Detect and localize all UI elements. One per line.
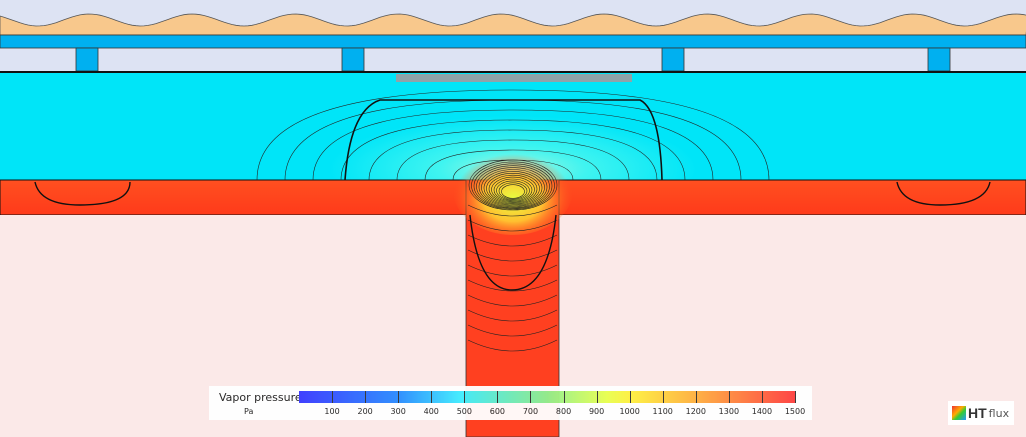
counter-batten <box>341 47 365 72</box>
scale-tick <box>761 391 763 403</box>
isoline <box>476 165 550 208</box>
isoline <box>486 173 540 205</box>
scale-tick-label: 300 <box>390 407 406 416</box>
scale-tick-label: 800 <box>555 407 572 416</box>
logo-text-flux: flux <box>988 406 1010 420</box>
scale-tick <box>497 391 499 403</box>
scale-tick <box>728 391 730 403</box>
scale-tick <box>365 391 367 403</box>
isoline <box>312 109 714 181</box>
isoline <box>498 182 528 200</box>
isoline-bold-right <box>896 181 991 206</box>
isoline-bold-left <box>34 181 131 206</box>
scale-tick <box>695 391 697 403</box>
scale-tick <box>332 391 334 403</box>
isoline <box>340 119 686 181</box>
counter-batten <box>75 47 99 72</box>
isoline <box>478 167 548 207</box>
isoline <box>467 339 558 352</box>
color-scale-bar <box>299 391 796 403</box>
logo-mark-icon <box>952 406 966 420</box>
scale-tick-label: 400 <box>423 407 439 416</box>
legend-unit: Pa <box>244 407 254 416</box>
isoline <box>467 279 558 292</box>
isoline <box>488 174 538 204</box>
scale-tick-label: 900 <box>588 407 605 416</box>
scale-tick <box>398 391 400 403</box>
scale-tick <box>795 391 796 403</box>
isoline-bold-column <box>469 214 557 291</box>
legend-title: Vapor pressure <box>219 391 302 404</box>
isoline <box>481 169 545 206</box>
scale-tick-label: 1300 <box>718 407 740 416</box>
logo-text-ht: HT <box>968 405 987 421</box>
scale-tick <box>431 391 433 403</box>
scale-tick-label: 1400 <box>751 407 773 416</box>
isoline-bold <box>344 99 663 181</box>
scale-tick-label: 100 <box>324 407 340 416</box>
scale-tick <box>563 391 565 403</box>
isoline <box>471 161 555 210</box>
isoline <box>467 264 558 277</box>
scale-tick-label: 1200 <box>685 407 706 416</box>
scale-tick-label: 500 <box>456 407 472 416</box>
high-pressure-zone <box>453 145 573 235</box>
scale-tick <box>530 391 532 403</box>
scale-tick-label: 1100 <box>652 407 673 416</box>
scale-tick-label: 700 <box>522 407 539 416</box>
color-legend: Vapor pressure Pa 100 200 300 400 500 600 700 8… <box>209 386 812 420</box>
isoline <box>396 139 630 181</box>
htflux-logo: HT flux <box>948 401 1014 425</box>
scale-tick <box>596 391 598 403</box>
membrane-line <box>0 71 1026 73</box>
scale-tick-label: 1000 <box>619 407 640 416</box>
scale-tick <box>662 391 664 403</box>
isoline <box>483 171 543 205</box>
counter-batten <box>661 47 685 72</box>
isoline <box>467 204 558 217</box>
scale-tick <box>464 391 466 403</box>
isoline <box>467 309 558 322</box>
isoline <box>368 129 658 181</box>
isoline <box>467 234 558 247</box>
scale-tick-label: 600 <box>489 407 506 416</box>
isoline <box>496 180 530 201</box>
isoline <box>493 178 533 202</box>
isoline <box>473 163 553 209</box>
scale-tick-label: 1500 <box>784 407 806 416</box>
scale-tick-label: 200 <box>357 407 373 416</box>
hatched-tape <box>396 74 632 82</box>
scale-tick <box>629 391 631 403</box>
isoline <box>424 149 602 181</box>
isoline <box>467 219 558 232</box>
tile-batten <box>0 34 1026 49</box>
isoline <box>256 89 770 181</box>
isoline <box>467 324 558 337</box>
isoline <box>491 176 535 203</box>
counter-batten <box>927 47 951 72</box>
isoline <box>452 159 574 181</box>
isoline <box>501 184 525 199</box>
isoline <box>467 294 558 307</box>
roof-tiles <box>0 13 1026 36</box>
